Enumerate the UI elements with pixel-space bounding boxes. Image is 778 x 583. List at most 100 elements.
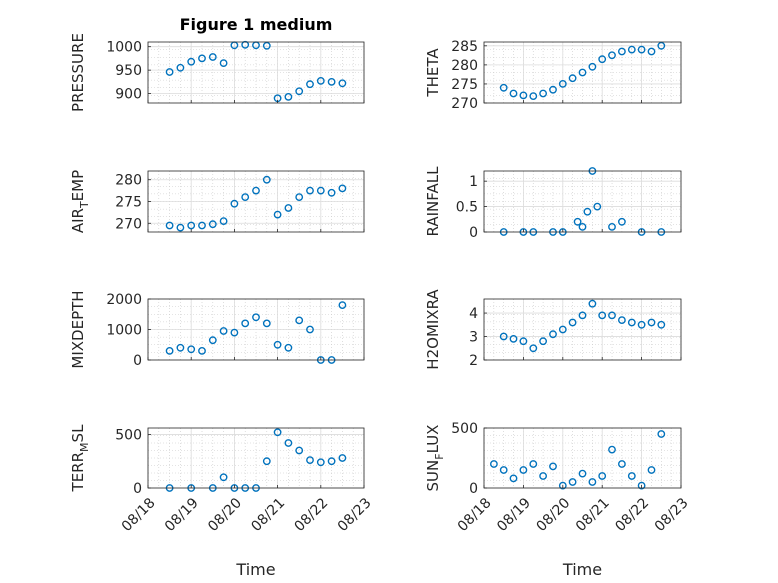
data-point: [618, 460, 626, 468]
data-point: [295, 87, 304, 96]
data-point: [241, 193, 250, 202]
data-point: [198, 221, 206, 230]
y-axis-label: PRESSURE: [69, 33, 87, 112]
data-point: [198, 54, 206, 63]
y-tick-label: 4: [469, 306, 478, 322]
y-axis-label: TERRMSL: [69, 424, 91, 493]
data-point: [198, 346, 206, 355]
data-point: [637, 481, 646, 490]
data-point: [647, 318, 656, 327]
data-point: [176, 343, 185, 352]
x-tick-label: 08/18: [455, 495, 495, 535]
x-tick-label: 08/22: [292, 495, 332, 535]
y-tick-label: 0: [469, 225, 478, 241]
x-tick-label: 08/20: [534, 495, 574, 535]
y-tick-label: 285: [451, 39, 478, 55]
data-point: [306, 80, 314, 89]
data-point: [573, 217, 582, 226]
y-tick-label: 500: [115, 427, 142, 443]
data-point: [295, 446, 304, 455]
data-point: [295, 193, 304, 202]
y-tick-label: 270: [451, 96, 478, 112]
data-point: [165, 221, 174, 230]
data-point: [219, 59, 228, 67]
data-point: [519, 466, 528, 474]
axes-box: [483, 170, 682, 233]
data-point: [549, 330, 557, 339]
axes-box: [483, 41, 682, 104]
data-point: [598, 311, 607, 320]
chart-title: Figure 1 medium: [180, 15, 333, 34]
data-point: [608, 222, 616, 231]
data-point: [295, 316, 304, 325]
data-point: [176, 223, 185, 232]
x-tick-label: 08/19: [494, 495, 534, 535]
x-axis-label: Time: [562, 560, 602, 579]
data-point: [637, 320, 646, 329]
data-point: [273, 210, 282, 219]
data-point: [306, 325, 314, 334]
x-axis-label: Time: [235, 560, 275, 579]
data-point: [608, 51, 616, 60]
data-point: [578, 68, 587, 77]
data-point: [219, 327, 228, 335]
subplot-6: 2 3 4 H2OMIXRA: [424, 289, 682, 370]
data-point: [241, 40, 250, 49]
data-point: [284, 93, 293, 101]
data-point: [529, 92, 538, 101]
data-point: [558, 325, 567, 334]
y-tick-label: 900: [115, 87, 142, 103]
data-point: [327, 457, 336, 466]
data-point: [176, 63, 185, 72]
data-point: [608, 445, 616, 454]
axes-box: [483, 298, 682, 361]
y-axis-label: SUNFLUX: [424, 425, 446, 492]
data-point: [509, 89, 518, 98]
data-point: [284, 343, 293, 352]
data-point: [327, 188, 336, 197]
data-point: [509, 334, 518, 343]
subplot-8: 0 500 08/18 08/19 08/20 08/21 08/22 08/23 SUNFLU…: [424, 421, 692, 579]
data-point: [273, 428, 282, 437]
y-tick-label: 280: [451, 58, 478, 74]
y-axis-label: MIXDEPTH: [69, 290, 87, 368]
data-point: [578, 311, 587, 320]
data-point: [578, 469, 587, 478]
data-point: [608, 311, 616, 320]
y-tick-label: 500: [451, 421, 478, 437]
data-point: [598, 55, 607, 64]
data-point: [519, 91, 528, 100]
data-point: [539, 337, 547, 346]
data-point: [627, 472, 636, 480]
y-axis-label: AIRTEMP: [69, 170, 91, 233]
data-point: [549, 85, 557, 94]
data-point: [230, 328, 239, 337]
data-point: [284, 204, 293, 212]
x-tick-label: 08/21: [573, 495, 613, 535]
data-point: [230, 199, 239, 208]
data-point: [338, 184, 347, 193]
axes-box: [147, 427, 365, 489]
y-tick-label: 2000: [106, 292, 142, 308]
y-tick-label: 1: [469, 174, 478, 190]
data-point: [252, 186, 260, 195]
data-point: [618, 316, 626, 324]
data-point: [558, 481, 567, 490]
data-point: [618, 217, 626, 226]
y-tick-label: 950: [115, 63, 142, 79]
data-point: [208, 53, 217, 61]
x-tick-label: 08/18: [119, 495, 159, 535]
y-tick-label: 3: [469, 330, 478, 346]
data-point: [568, 74, 577, 83]
data-point: [598, 472, 607, 480]
data-point: [316, 186, 325, 195]
data-point: [519, 337, 528, 346]
data-point: [627, 318, 636, 327]
subplot-1: 900 950 1000 PRESSURE Figure 1 medium: [69, 15, 365, 112]
data-point: [262, 41, 271, 50]
subplot-2: 270 275 280 285 THETA: [424, 39, 682, 112]
axes-box: [147, 41, 365, 104]
data-point: [489, 460, 498, 468]
data-point: [219, 217, 228, 226]
